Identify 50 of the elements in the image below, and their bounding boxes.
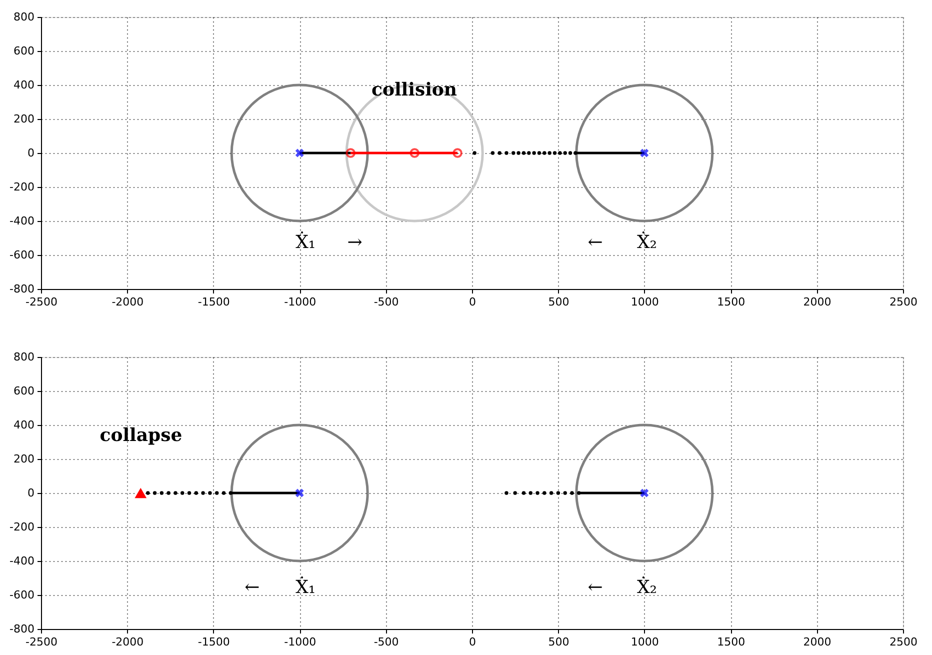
y-tick-label: 200: [14, 112, 34, 126]
x-tick-label: 0: [469, 296, 476, 308]
annotation: collapse: [100, 424, 182, 446]
y-tick-label: 600: [14, 384, 34, 398]
x-tick-label: -2500: [26, 636, 58, 648]
y-tick-label: 600: [14, 44, 34, 58]
x-tick-label: 2000: [803, 296, 832, 308]
y-tick-label: -800: [10, 282, 34, 296]
x-tick-label: 2000: [803, 636, 832, 648]
x-tick-label: 0: [469, 636, 476, 648]
annotation: Ẋ₂: [636, 576, 657, 598]
y-tick-label: 200: [14, 452, 34, 466]
y-tick-label: 400: [14, 78, 34, 92]
x-tick-label: 1500: [717, 296, 746, 308]
y-tick-label: 800: [14, 10, 34, 24]
annotation: ←: [588, 577, 603, 598]
x-tick-label: -2000: [112, 296, 144, 308]
annotation: Ẋ₁: [296, 576, 316, 598]
x-tick-label: 1500: [717, 636, 746, 648]
x-tick-label: -1500: [198, 296, 230, 308]
y-tick-label: -200: [10, 180, 34, 194]
annotation: Ẋ₁: [296, 230, 316, 253]
x-tick-label: 2500: [890, 636, 918, 648]
y-tick-label: -400: [10, 214, 34, 228]
y-tick-label: -600: [10, 248, 34, 262]
y-tick-label: 800: [14, 350, 34, 364]
x-tick-label: -500: [374, 296, 399, 308]
x-tick-label: 2500: [890, 296, 918, 308]
annotation: →: [347, 232, 362, 253]
y-tick-label: 0: [28, 486, 34, 500]
y-tick-label: 400: [14, 418, 34, 432]
x-tick-label: -1500: [198, 636, 230, 648]
y-tick-label: -200: [10, 520, 34, 534]
annotation: Ẋ₂: [636, 230, 657, 253]
x-tick-label: 500: [548, 296, 570, 308]
x-tick-label: 1000: [630, 296, 659, 308]
annotation: collision: [371, 79, 458, 100]
x-tick-label: -1000: [284, 296, 316, 308]
x-tick-label: -2000: [112, 636, 144, 648]
x-tick-label: 1000: [630, 636, 659, 648]
y-tick-label: 0: [28, 146, 34, 160]
y-tick-label: -400: [10, 554, 34, 568]
x-tick-label: -2500: [26, 296, 58, 308]
annotation: ←: [588, 232, 603, 253]
annotation: ←: [244, 577, 260, 598]
x-tick-label: -500: [374, 636, 399, 648]
x-tick-label: 500: [548, 636, 570, 648]
y-tick-label: -800: [10, 622, 34, 636]
x-tick-label: -1000: [284, 636, 316, 648]
y-tick-label: -600: [10, 588, 34, 602]
